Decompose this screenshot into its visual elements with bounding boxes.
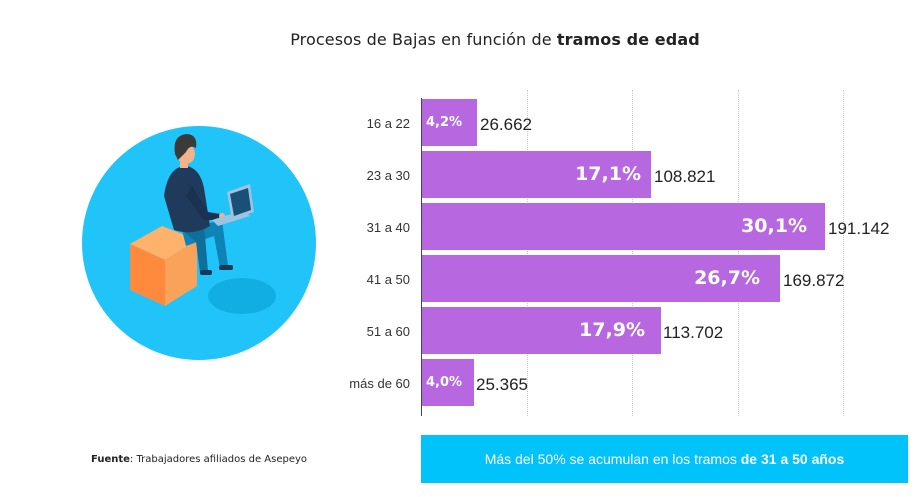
bar-value: 26.662 xyxy=(480,115,532,134)
bar: 4,0% xyxy=(422,359,474,406)
bar: 4,2% xyxy=(422,99,477,146)
gridline xyxy=(527,90,528,416)
bar-percentage: 17,9% xyxy=(579,319,645,341)
category-label: 16 a 22 xyxy=(366,116,410,131)
bar: 17,1% xyxy=(422,151,651,198)
callout-prefix: Más del 50% se acumulan en los tramos xyxy=(484,451,741,467)
source-note: Fuente: Trabajadores afiliados de Asepey… xyxy=(91,454,307,465)
category-label: 31 a 40 xyxy=(366,220,410,235)
bar-value: 113.702 xyxy=(663,323,724,342)
callout-emphasis: de 31 a 50 años xyxy=(740,451,845,467)
title-emphasis: tramos de edad xyxy=(556,30,700,49)
callout-banner: Más del 50% se acumulan en los tramos de… xyxy=(421,435,908,483)
category-label: 41 a 50 xyxy=(366,272,410,287)
category-label: 51 a 60 xyxy=(366,324,410,339)
source-label: Fuente xyxy=(91,454,130,465)
gridline xyxy=(738,90,739,416)
title-prefix: Procesos de Bajas en función de xyxy=(290,30,557,49)
bar-percentage: 17,1% xyxy=(575,163,641,185)
person-with-laptop-icon xyxy=(82,126,316,360)
y-axis-line xyxy=(421,98,422,416)
bar-percentage: 4,0% xyxy=(426,375,463,390)
bar-value: 108.821 xyxy=(654,167,716,186)
bar: 30,1% xyxy=(422,203,825,250)
bar: 26,7% xyxy=(422,255,780,302)
bar-percentage: 26,7% xyxy=(694,267,760,289)
bar-value: 191.142 xyxy=(828,219,890,238)
source-text: : Trabajadores afiliados de Asepeyo xyxy=(129,454,308,465)
bar-chart: 16 a 22 4,2% 26.662 23 a 30 17,1% 108.82… xyxy=(349,90,890,416)
bar-value: 169.872 xyxy=(783,271,845,290)
bar: 17,9% xyxy=(422,307,661,354)
gridline xyxy=(843,90,844,416)
chart-title: Procesos de Bajas en función de tramos d… xyxy=(0,30,924,49)
category-label: más de 60 xyxy=(349,376,410,391)
bar-percentage: 4,2% xyxy=(426,115,463,130)
bar-value: 25.365 xyxy=(476,375,528,394)
gridline xyxy=(632,90,633,416)
bar-percentage: 30,1% xyxy=(741,215,807,237)
category-label: 23 a 30 xyxy=(366,168,410,183)
